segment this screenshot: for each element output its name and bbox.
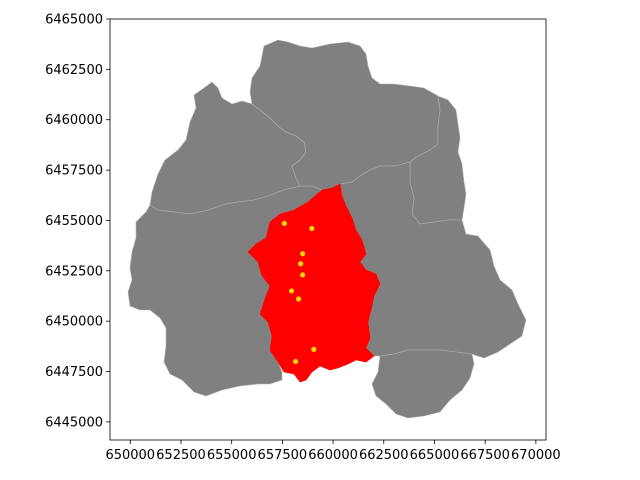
x-tick-label: 650000: [105, 448, 155, 463]
map-point: [300, 251, 306, 257]
map-point: [311, 346, 317, 352]
y-tick-label: 6462500: [45, 63, 103, 78]
map-point: [300, 272, 306, 278]
region-highlighted: [247, 183, 381, 383]
x-tick-label: 660000: [308, 448, 358, 463]
map-points: [281, 220, 317, 365]
y-tick-label: 6447500: [45, 365, 103, 380]
y-tick-label: 6465000: [45, 13, 103, 28]
y-tick-label: 6452500: [45, 264, 103, 279]
map-point: [288, 288, 295, 294]
y-tick-label: 6457500: [45, 164, 103, 179]
y-tick-label: 6450000: [45, 315, 103, 330]
x-tick-label: 652500: [156, 448, 206, 463]
y-tick-label: 6455000: [45, 214, 103, 229]
map-point: [295, 296, 302, 302]
y-axis: 6445000 6447500 6450000 6452500 6455000 64575…: [45, 13, 110, 430]
x-tick-label: 657500: [258, 448, 308, 463]
y-tick-label: 6460000: [45, 113, 103, 128]
map-point: [281, 220, 287, 227]
x-tick-label: 665000: [410, 448, 460, 463]
axes-frame: [109, 18, 547, 441]
map-point: [309, 225, 315, 232]
x-tick-label: 662500: [359, 448, 409, 463]
region-south-east: [371, 349, 475, 419]
x-axis: 650000 652500 655000 657500 660000 662500 6650…: [105, 440, 561, 463]
x-tick-label: 670000: [511, 448, 561, 463]
x-tick-label: 667500: [460, 448, 510, 463]
map-regions: [127, 39, 527, 419]
map-point: [292, 358, 299, 365]
map-point: [298, 261, 304, 267]
x-tick-label: 655000: [207, 448, 257, 463]
y-tick-label: 6445000: [45, 415, 103, 430]
